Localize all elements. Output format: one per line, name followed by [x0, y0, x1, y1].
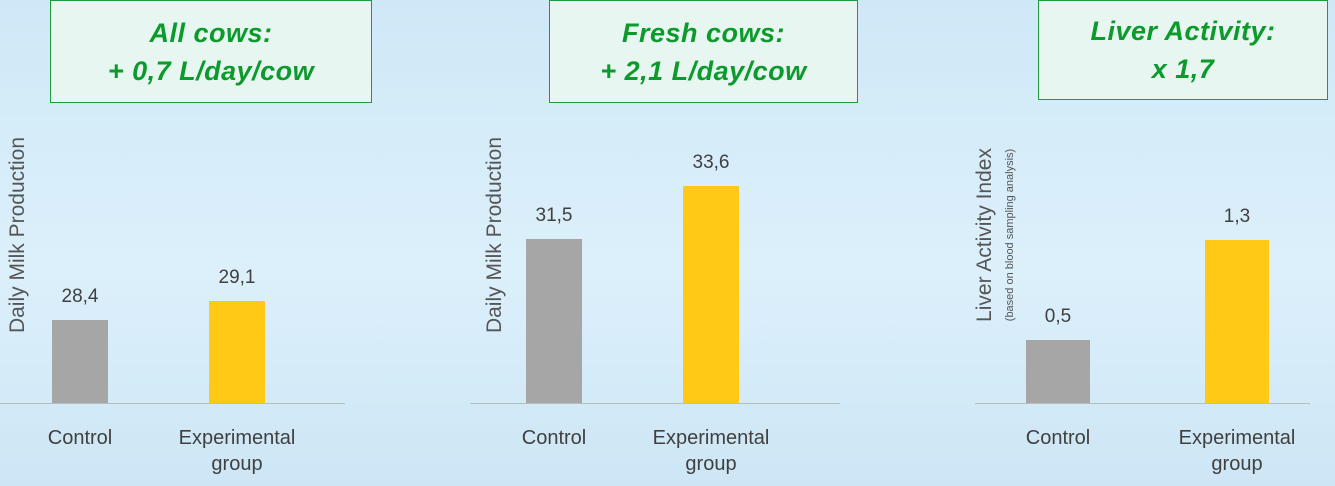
bar — [1026, 340, 1090, 403]
title-box: All cows: + 0,7 L/day/cow — [50, 0, 372, 103]
x-tick-label: Control — [47, 427, 113, 449]
value-label: 31,5 — [535, 204, 573, 226]
y-axis-label: Daily Milk Production — [483, 136, 506, 334]
title-box: Liver Activity: x 1,7 — [1038, 0, 1328, 100]
value-label: 33,6 — [692, 151, 730, 173]
value-label: 29,1 — [218, 267, 256, 289]
y-axis-label: Liver Activity Index — [973, 148, 996, 322]
title-line: Fresh cows: — [621, 17, 786, 48]
x-tick-label: Control — [521, 427, 587, 449]
bar — [683, 185, 739, 403]
y-axis-label: Daily Milk Production — [6, 136, 29, 334]
value-label: 28,4 — [61, 286, 99, 308]
x-axis — [975, 403, 1310, 404]
bar — [209, 301, 265, 403]
title-line: x 1,7 — [1151, 54, 1215, 84]
x-axis — [0, 403, 345, 404]
bar — [1205, 240, 1269, 403]
x-axis — [470, 403, 840, 404]
title-line: + 2,1 L/day/cow — [600, 55, 807, 86]
x-tick-label: Experimental group — [178, 427, 296, 475]
title-line: All cows: — [149, 17, 273, 48]
x-tick-label: Experimental group — [652, 427, 770, 475]
value-label: 0,5 — [1044, 306, 1072, 328]
x-tick-label: Control — [1025, 427, 1091, 449]
y-axis-sublabel: (based on blood sampling analysis) — [1004, 148, 1016, 322]
title-line: Liver Activity: — [1090, 16, 1276, 46]
x-tick-label: Experimental group — [1178, 427, 1296, 475]
value-label: 1,3 — [1223, 206, 1251, 228]
title-box: Fresh cows: + 2,1 L/day/cow — [549, 0, 858, 103]
title-line: + 0,7 L/day/cow — [107, 55, 315, 86]
bar — [52, 320, 108, 403]
bar — [526, 238, 582, 403]
